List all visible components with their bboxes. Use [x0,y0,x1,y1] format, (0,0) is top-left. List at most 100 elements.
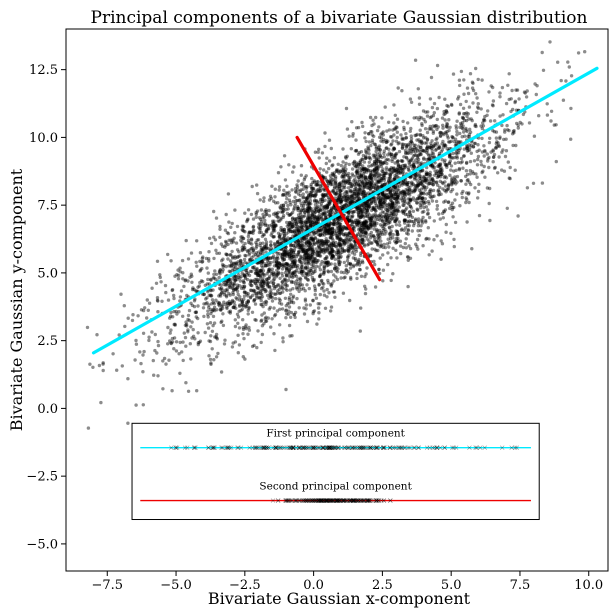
scatter-point [248,288,253,292]
scatter-point [263,223,268,227]
scatter-point [300,218,304,222]
scatter-point [458,204,462,208]
scatter-point [337,263,341,267]
scatter-point [330,256,334,261]
scatter-point [283,278,288,282]
scatter-point [146,308,150,312]
scatter-point [239,238,243,242]
scatter-point [393,219,397,224]
scatter-point [271,278,276,282]
scatter-point [318,233,323,237]
scatter-point [250,310,255,314]
scatter-point [264,229,268,234]
scatter-point [261,261,266,265]
scatter-point [416,87,420,91]
scatter-point [262,283,266,288]
scatter-point [368,233,372,237]
scatter-point [448,140,452,144]
scatter-point [452,205,456,210]
scatter-point [141,403,145,407]
scatter-point [240,271,244,275]
scatter-point [281,264,285,269]
scatter-point [309,247,313,252]
scatter-point [366,191,371,195]
scatter-point [306,260,310,264]
scatter-point [206,315,210,319]
scatter-point [367,155,372,160]
scatter-point [336,242,341,246]
scatter-point [454,168,458,172]
scatter-point [323,131,327,135]
scatter-point [239,274,243,279]
scatter-point [414,116,419,120]
scatter-point [325,205,330,209]
scatter-point [447,184,451,188]
scatter-point [363,284,367,288]
scatter-point [308,224,313,228]
scatter-point [270,184,274,188]
scatter-point [418,174,422,179]
scatter-point [330,236,334,240]
scatter-point [247,306,251,311]
scatter-point [312,241,317,245]
scatter-point [363,156,368,160]
scatter-point [282,253,287,257]
scatter-point [194,310,198,314]
scatter-point [437,212,441,216]
scatter-point [203,283,207,287]
scatter-point [345,127,350,131]
scatter-point [372,227,376,231]
scatter-point [402,165,407,170]
scatter-point [330,164,334,168]
scatter-point [374,218,378,222]
scatter-point [311,271,315,276]
scatter-point [409,198,414,202]
scatter-point [287,268,291,272]
scatter-point [461,116,465,121]
scatter-point [327,166,331,171]
scatter-point [279,241,283,246]
scatter-point [361,233,365,237]
scatter-point [491,160,495,164]
scatter-point [251,229,255,233]
scatter-point [382,178,387,182]
scatter-point [353,209,357,214]
scatter-point [245,300,249,305]
scatter-point [282,278,286,282]
scatter-point [330,247,335,251]
scatter-point [306,278,310,282]
scatter-point [294,285,299,290]
scatter-point [429,177,433,181]
scatter-point [276,231,281,235]
scatter-point [136,314,140,318]
scatter-point [367,132,371,136]
scatter-point [288,288,292,292]
scatter-point [344,106,349,111]
scatter-point [425,178,429,182]
scatter-point [404,151,408,155]
scatter-point [416,224,421,228]
scatter-point [184,381,188,385]
scatter-point [185,324,189,328]
scatter-point [373,212,377,216]
scatter-point [183,335,188,340]
scatter-point [445,110,449,115]
scatter-point [334,275,338,279]
scatter-point [460,195,464,200]
scatter-point [156,310,160,314]
scatter-point [259,248,263,252]
scatter-point [192,299,197,303]
scatter-point [357,187,362,191]
scatter-point [463,134,467,138]
scatter-point [422,192,426,196]
scatter-point [276,201,280,205]
scatter-point [155,296,160,300]
scatter-point [502,169,507,173]
scatter-point [281,336,285,340]
scatter-point [155,259,160,263]
scatter-point [405,212,410,217]
scatter-point [313,215,317,220]
scatter-point [415,161,419,165]
scatter-point [172,336,177,340]
scatter-point [473,141,477,146]
